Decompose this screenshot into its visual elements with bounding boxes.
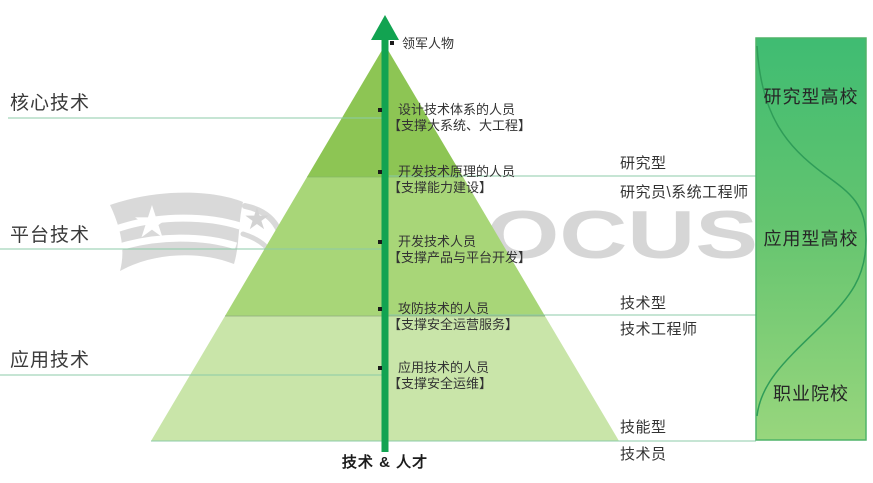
axis-title-tech-talent: 技术 & 人才 <box>341 454 429 471</box>
bullet-dot <box>378 307 382 311</box>
watermark-flag-swoosh <box>110 192 243 271</box>
level-label-application: 应用技术 <box>10 350 91 371</box>
bullet-dot <box>378 366 382 370</box>
level-label-core: 核心技术 <box>10 93 91 114</box>
school-label-vocational: 职业院校 <box>773 384 849 404</box>
role-support-offense-defense: 【支撑安全运营服务】 <box>388 317 519 332</box>
university-bar <box>755 37 867 441</box>
talent-arrow-head-icon <box>371 15 399 40</box>
talent-type-technical: 技术型 <box>620 295 667 312</box>
watermark-flag-stripe <box>114 214 242 233</box>
role-label-developer: 开发技术人员 <box>398 234 477 249</box>
watermark-star-icon: ★ <box>244 203 271 236</box>
role-support-principle-dev: 【支撑能力建设】 <box>388 180 493 195</box>
role-support-developer: 【支撑产品与平台开发】 <box>388 250 532 265</box>
school-label-research: 研究型高校 <box>763 87 859 107</box>
level-label-platform: 平台技术 <box>10 225 91 246</box>
watermark-white-star-icon: ★ <box>132 198 171 247</box>
role-support-designer: 【支撑大系统、大工程】 <box>388 118 532 133</box>
role-label-applier: 应用技术的人员 <box>398 360 490 375</box>
watermark-flag-stripe <box>111 234 238 253</box>
talent-role-technical: 技术工程师 <box>620 321 698 338</box>
bullet-dot <box>378 170 382 174</box>
talent-role-research: 研究员\系统工程师 <box>620 184 749 201</box>
school-label-applied: 应用型高校 <box>763 229 859 249</box>
talent-arrow-shaft <box>381 36 389 452</box>
role-support-applier: 【支撑安全运维】 <box>388 376 493 391</box>
talent-role-skill: 技术员 <box>620 446 667 463</box>
bullet-dot <box>378 108 382 112</box>
bullet-dot <box>390 41 394 45</box>
role-label-principle-dev: 开发技术原理的人员 <box>398 164 516 179</box>
role-label-leader: 领军人物 <box>402 36 455 51</box>
talent-type-skill: 技能型 <box>620 419 667 436</box>
distribution-s-curve <box>756 45 867 417</box>
talent-type-research: 研究型 <box>620 155 667 172</box>
bullet-dot <box>378 240 382 244</box>
role-label-designer: 设计技术体系的人员 <box>398 102 516 117</box>
role-label-offense-defense: 攻防技术的人员 <box>398 301 490 316</box>
